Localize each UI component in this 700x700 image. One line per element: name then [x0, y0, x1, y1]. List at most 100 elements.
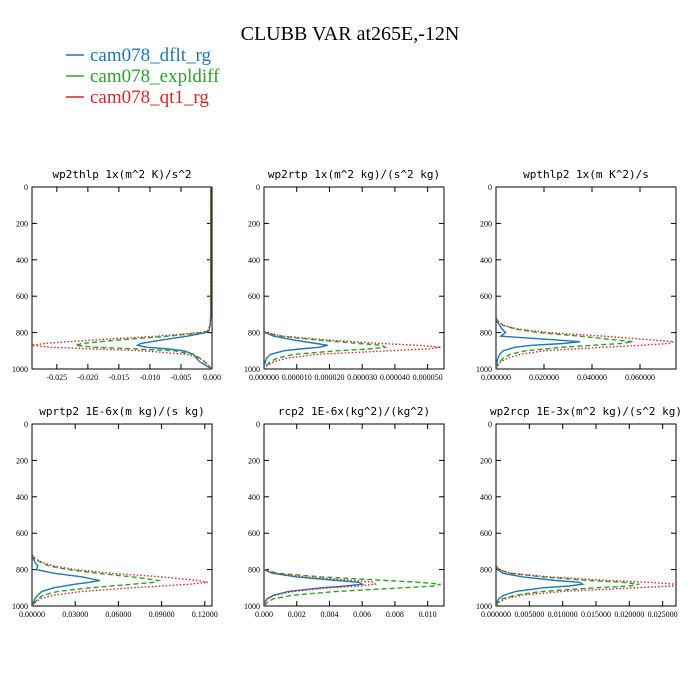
- y-tick-label: 1000: [12, 365, 28, 374]
- y-tick-label: 400: [480, 256, 492, 265]
- x-tick-label: 0.008: [386, 610, 404, 619]
- series-line-cam078_expldiff: [264, 330, 388, 369]
- x-tick-label: 0.002: [288, 610, 306, 619]
- y-tick-label: 1000: [476, 602, 492, 611]
- x-tick-label: 0.010: [419, 610, 437, 619]
- panel-title: wprtp2 1E-6x(m kg)/(s kg): [39, 405, 205, 418]
- series-line-cam078_dflt_rg: [264, 330, 328, 369]
- series-line-cam078_expldiff: [264, 568, 441, 606]
- x-tick-label: 0.000000: [249, 373, 279, 382]
- x-tick-label: 0.000: [203, 373, 221, 382]
- y-tick-label: 600: [16, 529, 28, 538]
- y-tick-label: 200: [248, 456, 260, 465]
- y-tick-label: 400: [248, 256, 260, 265]
- y-tick-label: 800: [480, 566, 492, 575]
- panel-title: wp2rcp 1E-3x(m^2 kg)/(s^2 kg): [490, 405, 682, 418]
- plot-frame: [31, 423, 213, 607]
- x-tick-label: 0.015000: [581, 610, 611, 619]
- y-tick-label: 600: [480, 292, 492, 301]
- y-tick-label: 600: [480, 529, 492, 538]
- x-tick-label: -0.020: [78, 373, 99, 382]
- panel-title: wp2thlp 1x(m^2 K)/s^2: [52, 168, 191, 181]
- x-tick-label: 0.03000: [62, 610, 88, 619]
- y-tick-label: 800: [16, 329, 28, 338]
- x-tick-label: -0.015: [109, 373, 130, 382]
- y-tick-label: 400: [16, 256, 28, 265]
- series-line-cam078_qt1_rg: [264, 330, 441, 369]
- x-tick-label: 0.00000: [19, 610, 45, 619]
- plot-frame: [495, 186, 677, 370]
- x-tick-label: 0.000: [255, 610, 273, 619]
- y-tick-label: 200: [16, 219, 28, 228]
- x-tick-label: 0.004: [320, 610, 338, 619]
- x-tick-label: 0.000030: [347, 373, 377, 382]
- y-tick-label: 0: [488, 420, 492, 429]
- x-tick-label: 0.09000: [149, 610, 175, 619]
- x-tick-label: 0.020000: [614, 610, 644, 619]
- y-tick-label: 400: [248, 493, 260, 502]
- y-tick-label: 800: [480, 329, 492, 338]
- x-tick-label: 0.12000: [192, 610, 218, 619]
- panel-2: wp2rtp 1x(m^2 kg)/(s^2 kg) 0 200 400 600 800 1…: [244, 168, 445, 382]
- y-tick-label: 0: [24, 183, 28, 192]
- panel-title: rcp2 1E-6x(kg^2)/(kg^2): [278, 405, 430, 418]
- y-tick-label: 600: [248, 529, 260, 538]
- x-tick-label: 0.000000: [481, 610, 511, 619]
- panel-title: wp2rtp 1x(m^2 kg)/(s^2 kg): [268, 168, 440, 181]
- x-tick-label: 0.006: [353, 610, 371, 619]
- y-tick-label: 1000: [12, 602, 28, 611]
- series-line-cam078_dflt_rg: [496, 565, 585, 606]
- legend-item-qt1: cam078_qt1_rg: [66, 87, 209, 108]
- y-tick-label: 1000: [244, 602, 260, 611]
- plot-frame: [263, 186, 445, 370]
- legend-label: cam078_dflt_rg: [90, 45, 212, 66]
- x-tick-label: 0.040000: [577, 373, 607, 382]
- plot-frame: [31, 186, 213, 370]
- x-tick-label: 0.06000: [105, 610, 131, 619]
- y-tick-label: 200: [16, 456, 28, 465]
- legend-item-expldiff: cam078_expldiff: [66, 66, 220, 87]
- y-tick-label: 0: [256, 183, 260, 192]
- figure-title: CLUBB VAR at265E,-12N: [241, 23, 460, 45]
- plot-frame: [495, 423, 677, 607]
- legend-label: cam078_expldiff: [90, 66, 220, 87]
- series-line-cam078_expldiff: [496, 565, 640, 606]
- series-line-cam078_expldiff: [32, 554, 162, 606]
- series-line-cam078_qt1_rg: [32, 554, 208, 606]
- series-line-cam078_expldiff: [75, 187, 212, 369]
- x-tick-label: 0.005000: [514, 610, 544, 619]
- x-tick-label: 0.025000: [648, 610, 678, 619]
- x-tick-label: 0.000000: [481, 373, 511, 382]
- series-line-cam078_dflt_rg: [32, 554, 100, 606]
- y-tick-label: 800: [248, 329, 260, 338]
- panel-4: wprtp2 1E-6x(m kg)/(s kg) 0 200 400 600 800 10…: [12, 405, 218, 619]
- y-tick-label: 0: [488, 183, 492, 192]
- x-tick-label: -0.025: [46, 373, 67, 382]
- y-tick-label: 800: [16, 566, 28, 575]
- y-tick-label: 0: [256, 420, 260, 429]
- series-line-cam078_dflt_rg: [264, 568, 365, 606]
- x-tick-label: 0.060000: [625, 373, 655, 382]
- y-tick-label: 0: [24, 420, 28, 429]
- y-tick-label: 200: [480, 456, 492, 465]
- x-tick-label: -0.010: [140, 373, 161, 382]
- x-tick-label: 0.010000: [548, 610, 578, 619]
- x-tick-label: 0.000010: [282, 373, 312, 382]
- series-line-cam078_dflt_rg: [135, 187, 212, 369]
- panel-title: wpthlp2 1x(m K^2)/s: [523, 168, 649, 181]
- series-line-cam078_qt1_rg: [32, 187, 212, 369]
- legend-label: cam078_qt1_rg: [90, 87, 209, 108]
- y-tick-label: 1000: [476, 365, 492, 374]
- x-tick-label: 0.000020: [314, 373, 344, 382]
- x-tick-label: 0.020000: [529, 373, 559, 382]
- series-line-cam078_qt1_rg: [496, 565, 676, 606]
- panel-1: wp2thlp 1x(m^2 K)/s^2 0 200 400 600 800 1000 -0…: [12, 168, 221, 382]
- legend-item-dflt: cam078_dflt_rg: [66, 45, 212, 66]
- y-tick-label: 400: [16, 493, 28, 502]
- x-tick-label: -0.005: [171, 373, 192, 382]
- y-tick-label: 200: [480, 219, 492, 228]
- y-tick-label: 1000: [244, 365, 260, 374]
- series-line-cam078_qt1_rg: [264, 568, 377, 606]
- y-tick-label: 400: [480, 493, 492, 502]
